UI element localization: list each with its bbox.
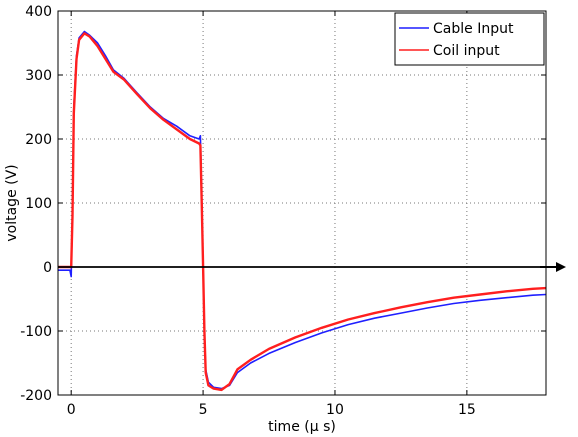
grid	[58, 11, 546, 395]
y-tick-label: 100	[25, 196, 52, 212]
x-tick-label: 5	[199, 402, 208, 418]
x-tick-label: 0	[67, 402, 76, 418]
y-tick-label: -200	[20, 388, 52, 404]
legend-label-cable-input: Cable Input	[433, 21, 514, 37]
y-tick-label: 300	[25, 68, 52, 84]
y-tick-label: 0	[43, 260, 52, 276]
legend: Cable Input Coil input	[394, 12, 545, 66]
series-line-coil-input	[58, 32, 547, 392]
y-tick-label: -100	[20, 324, 52, 340]
y-axis-label: voltage (V)	[4, 164, 20, 241]
legend-box	[394, 12, 545, 66]
legend-label-coil-input: Coil input	[433, 43, 500, 59]
x-tick-label: 15	[458, 402, 476, 418]
series-group	[58, 30, 547, 392]
y-tick-label: 400	[25, 4, 52, 20]
x-tick-label: 10	[326, 402, 344, 418]
y-tick-label: 200	[25, 132, 52, 148]
x-axis-label: time (μ s)	[268, 419, 336, 435]
